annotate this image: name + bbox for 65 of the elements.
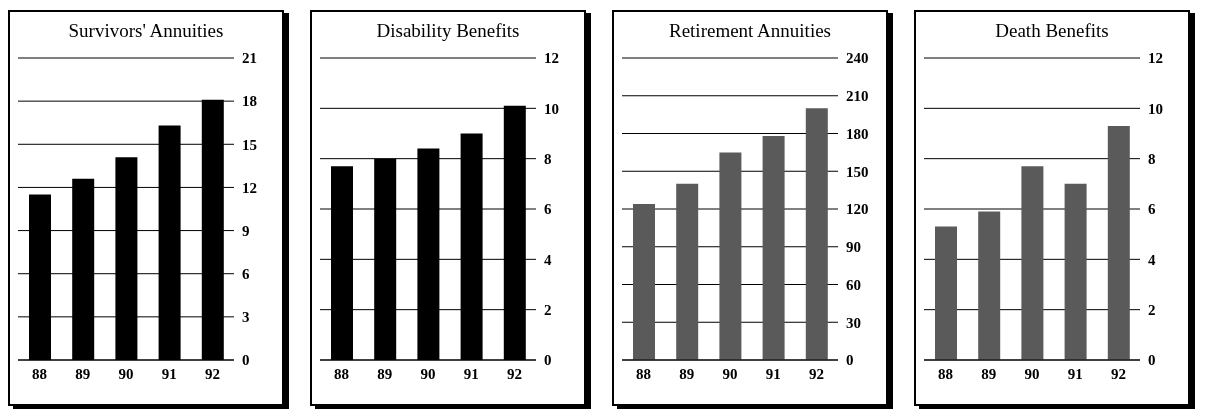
y-tick-label: 2 — [544, 301, 552, 318]
bar — [633, 203, 655, 360]
bar — [978, 211, 1001, 360]
y-tick-label: 6 — [544, 201, 552, 218]
bar — [719, 152, 742, 360]
bar — [1021, 166, 1044, 360]
y-tick-label: 10 — [544, 100, 559, 117]
x-tick-label: 91 — [161, 365, 177, 382]
chart-title: Disability Benefits — [375, 20, 521, 43]
y-tick-label: 180 — [846, 125, 869, 142]
y-tick-label: 60 — [846, 276, 861, 293]
y-tick-label: 2 — [1148, 301, 1156, 318]
y-tick-label: 0 — [846, 352, 854, 369]
x-tick-label: 91 — [463, 365, 479, 382]
y-tick-label: 12 — [1148, 50, 1163, 67]
x-tick-label: 92 — [1110, 365, 1126, 382]
x-tick-label: 90 — [420, 365, 436, 382]
y-tick-label: 21 — [242, 50, 257, 67]
y-tick-label: 240 — [846, 50, 869, 67]
x-tick-label: 92 — [506, 365, 522, 382]
y-tick-label: 15 — [242, 136, 257, 153]
y-tick-label: 10 — [1148, 100, 1163, 117]
x-tick-label: 91 — [1067, 365, 1083, 382]
y-tick-label: 4 — [1148, 251, 1156, 268]
x-tick-label: 89 — [377, 365, 393, 382]
x-tick-label: 88 — [32, 365, 48, 382]
bar — [935, 226, 957, 360]
bar — [676, 183, 699, 360]
x-tick-label: 89 — [981, 365, 997, 382]
x-tick-label: 88 — [334, 365, 350, 382]
y-tick-label: 0 — [544, 352, 552, 369]
x-tick-label: 89 — [679, 365, 695, 382]
x-tick-label: 90 — [722, 365, 738, 382]
x-tick-label: 91 — [765, 365, 781, 382]
y-tick-label: 30 — [846, 314, 861, 331]
bar — [1107, 125, 1130, 360]
y-tick-label: 12 — [544, 50, 559, 67]
x-tick-label: 92 — [808, 365, 824, 382]
x-tick-label: 92 — [204, 365, 220, 382]
bar — [805, 108, 828, 360]
y-tick-label: 120 — [846, 201, 869, 218]
chart-title: Death Benefits — [994, 20, 1110, 43]
y-tick-label: 9 — [242, 222, 250, 239]
y-tick-label: 6 — [242, 266, 250, 283]
y-tick-label: 0 — [242, 352, 250, 369]
y-tick-label: 8 — [1148, 150, 1156, 167]
x-tick-label: 90 — [118, 365, 134, 382]
bar — [762, 136, 785, 360]
y-tick-label: 150 — [846, 163, 869, 180]
x-tick-label: 89 — [75, 365, 91, 382]
y-tick-label: 4 — [544, 251, 552, 268]
y-tick-label: 3 — [242, 309, 250, 326]
y-tick-label: 210 — [846, 88, 869, 105]
y-tick-label: 18 — [242, 93, 257, 110]
x-tick-label: 88 — [636, 365, 652, 382]
y-tick-label: 90 — [846, 239, 861, 256]
bar — [1064, 183, 1087, 360]
x-tick-label: 88 — [938, 365, 954, 382]
y-tick-label: 0 — [1148, 352, 1156, 369]
chart-title: Survivors' Annuities — [67, 20, 225, 43]
y-tick-label: 8 — [544, 150, 552, 167]
chart-title: Retirement Annuities — [668, 20, 832, 43]
y-tick-label: 6 — [1148, 201, 1156, 218]
y-tick-label: 12 — [242, 179, 257, 196]
x-tick-label: 90 — [1024, 365, 1040, 382]
